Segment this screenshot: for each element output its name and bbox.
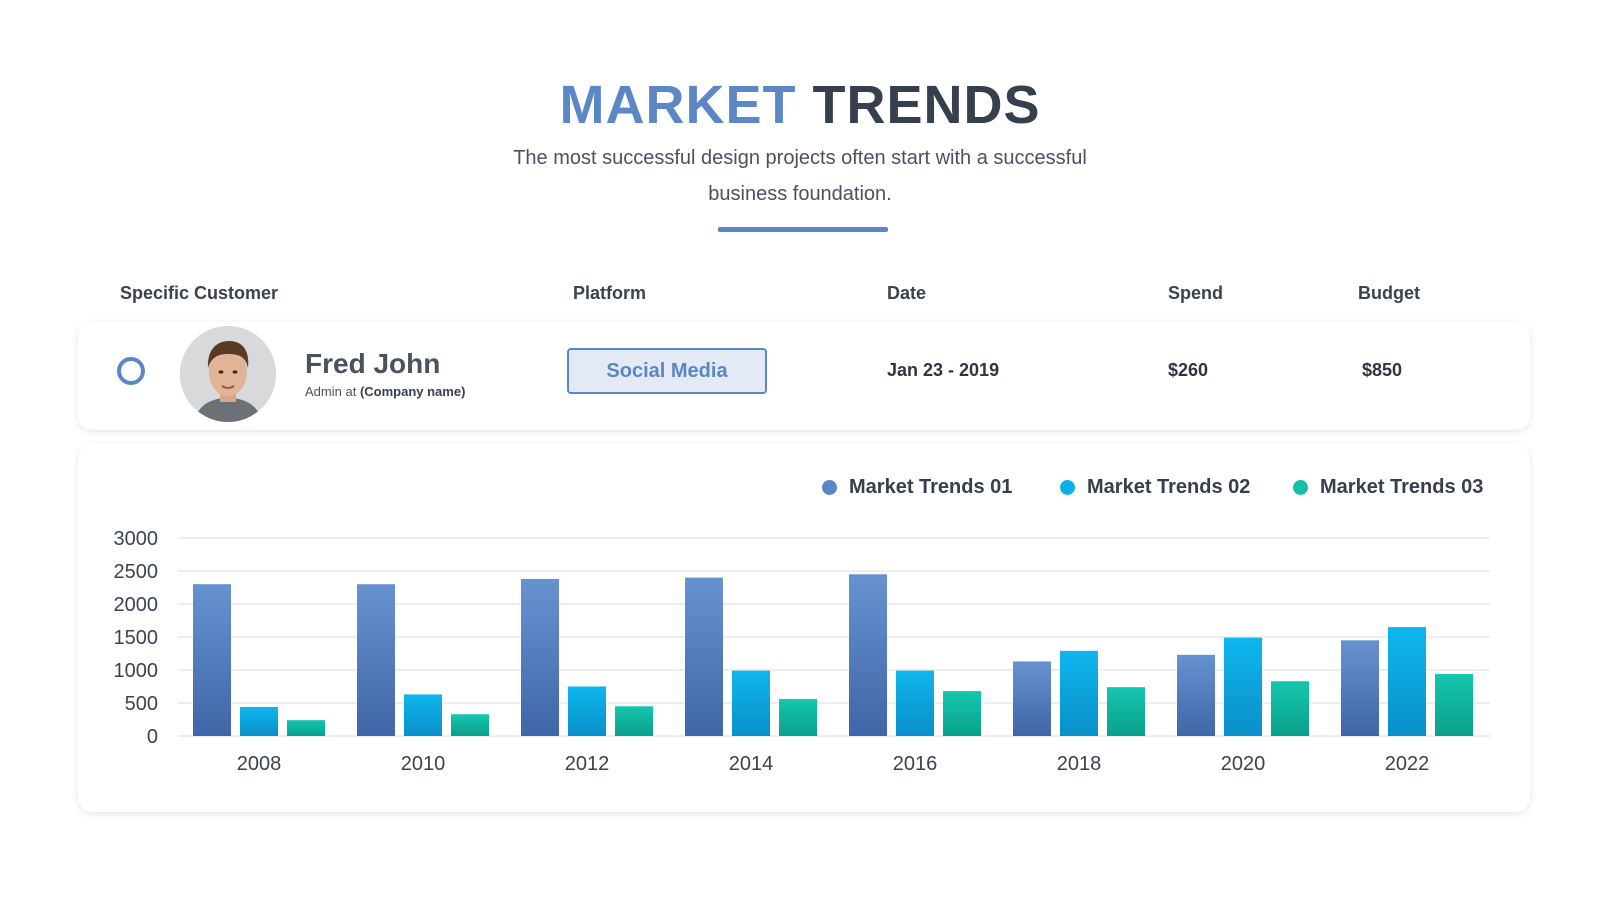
- legend-item-2: Market Trends 02: [1060, 476, 1250, 499]
- row-select-radio[interactable]: [117, 357, 145, 385]
- legend-label-1: Market Trends 01: [849, 476, 1013, 498]
- title-rest: TRENDS: [812, 75, 1041, 135]
- page-subtitle: The most successful design projects ofte…: [440, 140, 1160, 212]
- header-spend: Spend: [1168, 283, 1224, 303]
- customer-role: Admin at (Company name): [305, 384, 465, 399]
- customer-row-card: [78, 322, 1530, 430]
- header-date: Date: [887, 283, 927, 303]
- header-budget: Budget: [1358, 283, 1420, 303]
- subtitle-line-2: business foundation.: [708, 183, 892, 205]
- header-customer: Specific Customer: [120, 283, 279, 303]
- avatar: [180, 326, 276, 422]
- platform-badge[interactable]: Social Media: [567, 348, 767, 394]
- legend-item-3: Market Trends 03: [1293, 476, 1483, 499]
- legend-dot-2: [1060, 480, 1075, 495]
- title-divider: [718, 227, 888, 232]
- chart-card: [78, 444, 1530, 812]
- budget-value: $850: [1362, 360, 1403, 380]
- date-value: Jan 23 - 2019: [887, 360, 1000, 380]
- legend-dot-1: [822, 480, 837, 495]
- header-platform: Platform: [573, 283, 647, 303]
- customer-name: Fred John: [305, 348, 441, 379]
- customer-role-prefix: Admin at: [305, 384, 357, 399]
- avatar-portrait-icon: [180, 326, 276, 422]
- subtitle-line-1: The most successful design projects ofte…: [513, 147, 1087, 169]
- spend-value: $260: [1168, 360, 1209, 380]
- legend-label-2: Market Trends 02: [1087, 476, 1251, 498]
- legend-dot-3: [1293, 480, 1308, 495]
- title-highlight: MARKET: [559, 75, 797, 135]
- legend-item-1: Market Trends 01: [822, 476, 1012, 499]
- legend-label-3: Market Trends 03: [1320, 476, 1484, 498]
- page-title: MARKET TRENDS: [0, 70, 1600, 140]
- customer-company: (Company name): [359, 384, 466, 399]
